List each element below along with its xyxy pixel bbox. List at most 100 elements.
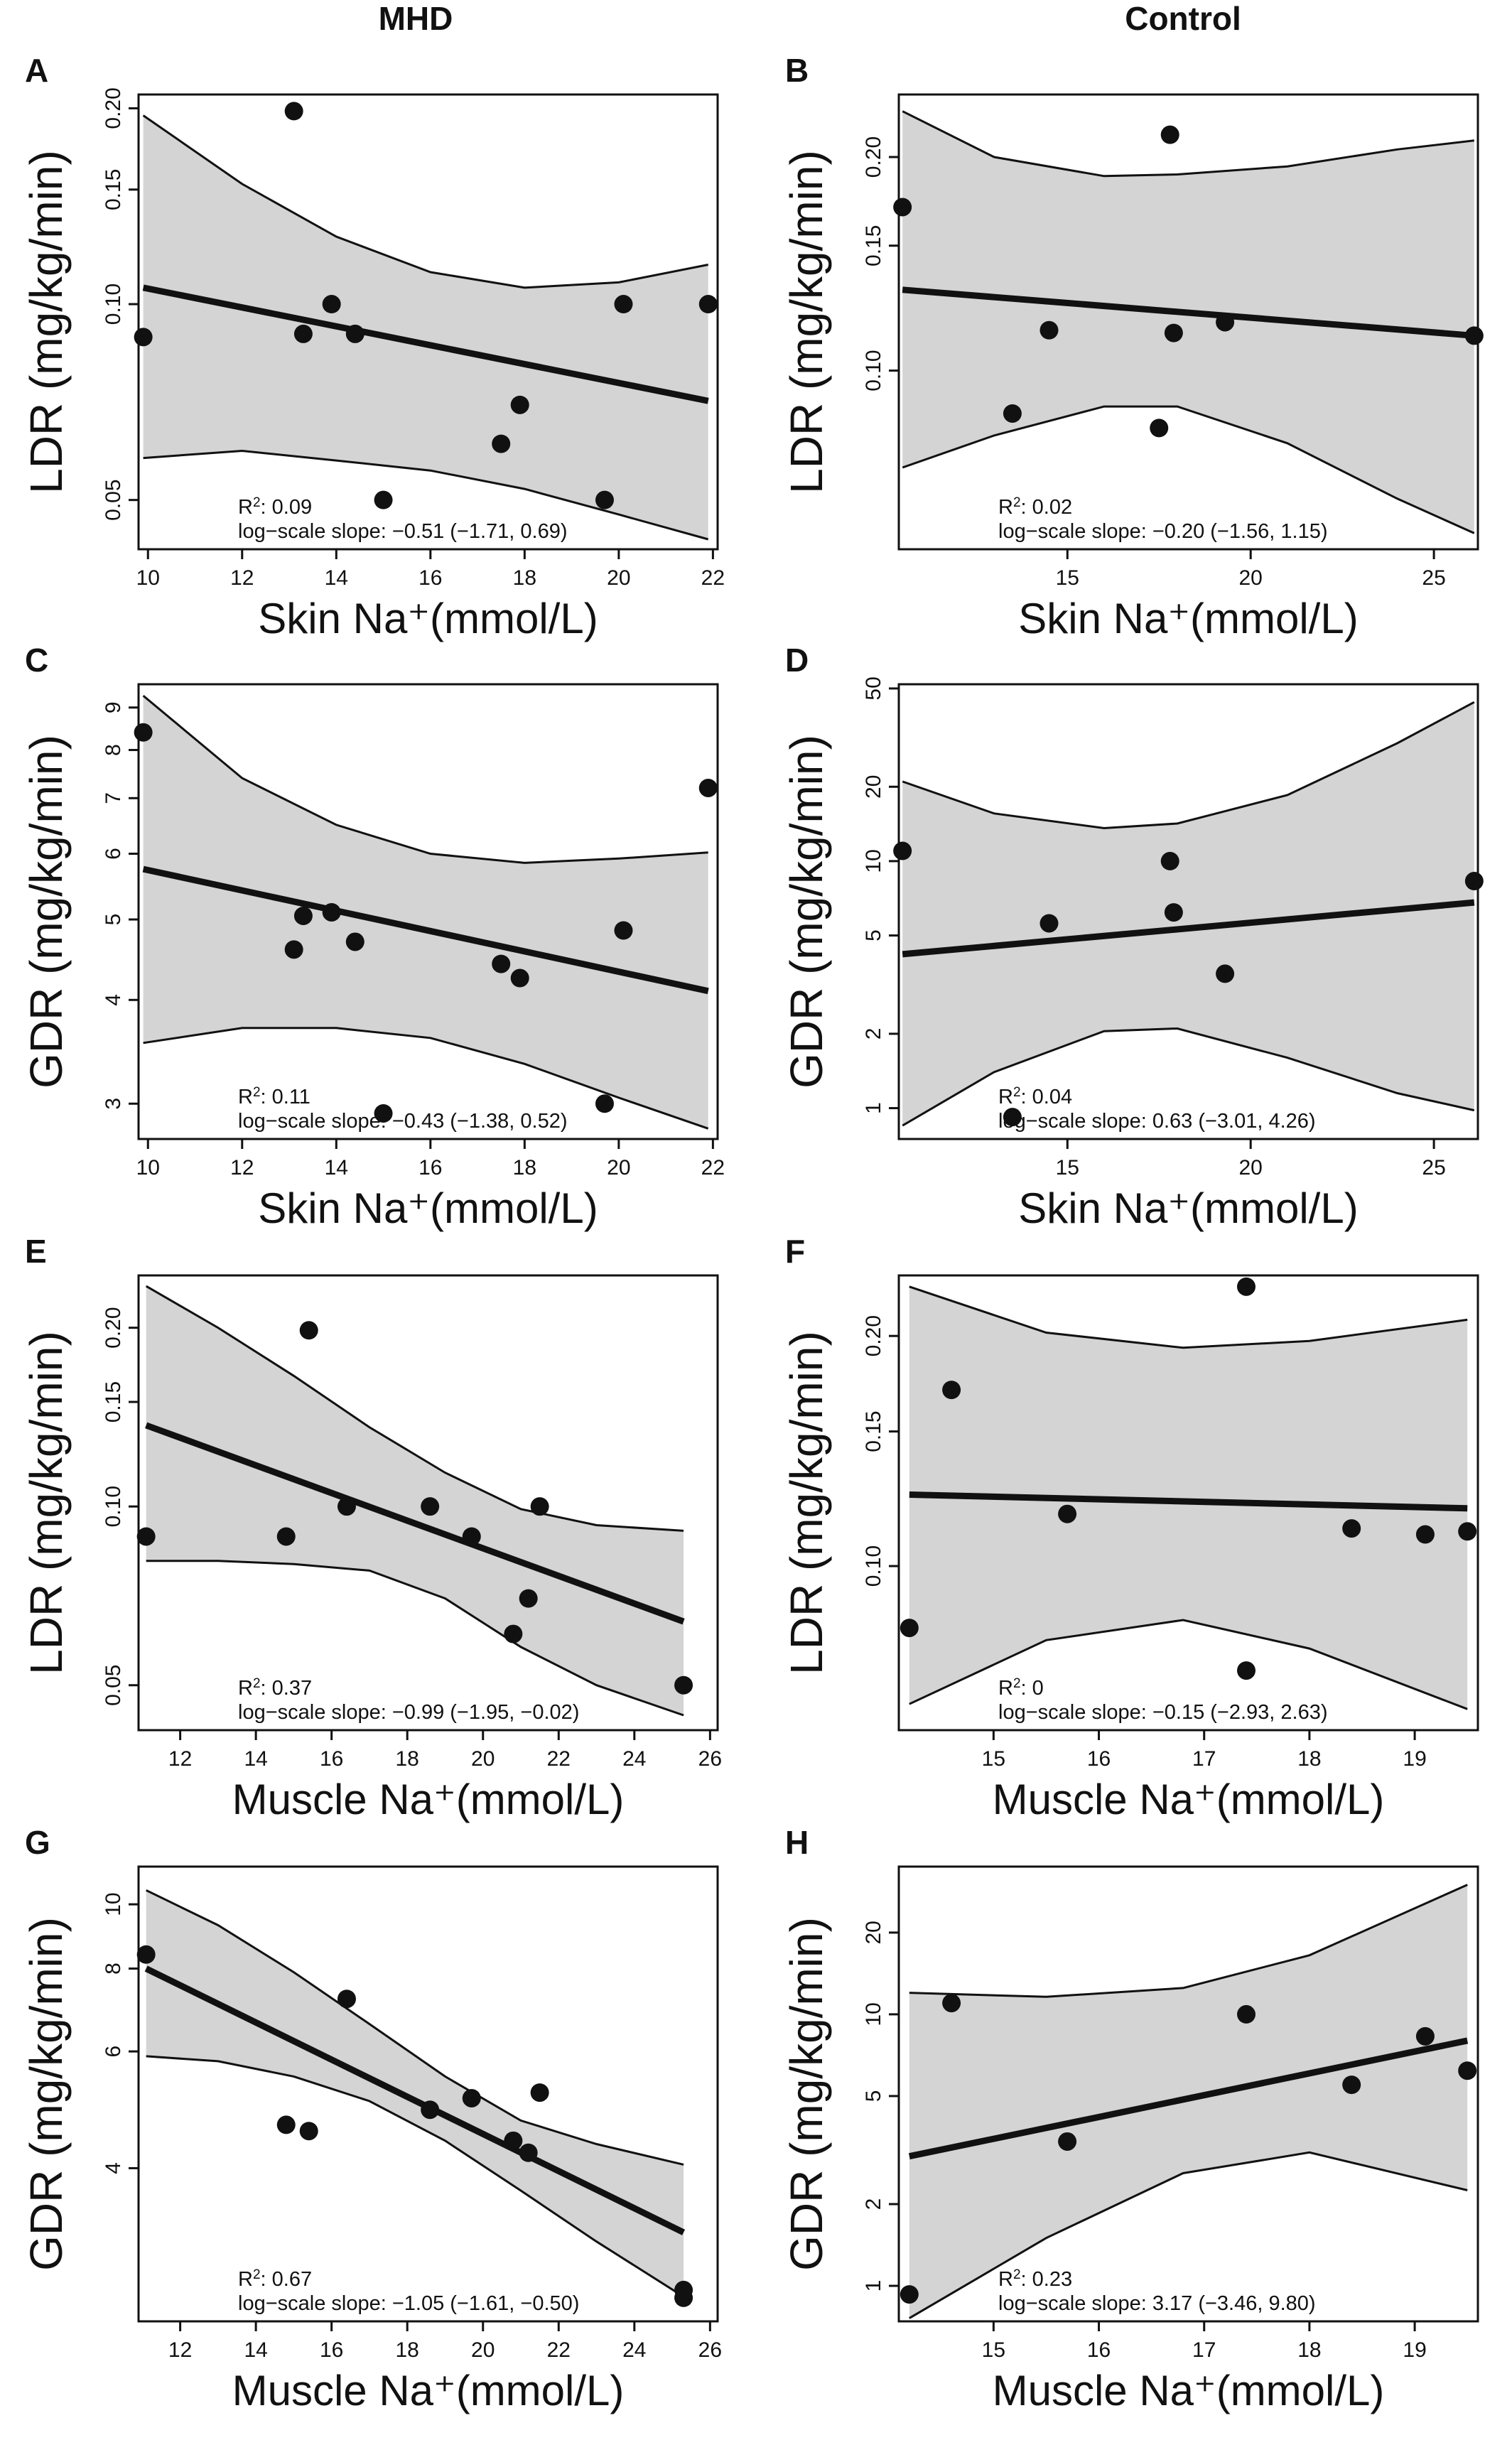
data-point-g-7	[519, 2143, 538, 2162]
x-tick-label-d-0: 15	[1056, 1156, 1079, 1179]
r2-value-d: : 0.04	[1021, 1086, 1073, 1108]
y-tick-label-c-4: 7	[102, 792, 125, 804]
ci-upper-line-g	[146, 1889, 684, 2166]
r2-value-b: : 0.02	[1021, 496, 1073, 519]
data-point-c-6	[492, 954, 511, 973]
x-tick-label-g-7: 26	[698, 2338, 722, 2362]
x-tick-label-g-2: 16	[320, 2338, 343, 2362]
r2-symbol-b: R	[998, 496, 1013, 519]
confidence-band-a	[143, 115, 708, 539]
x-tick-label-g-3: 18	[396, 2338, 419, 2362]
column-title-mhd: MHD	[379, 0, 453, 37]
data-point-h-6	[1458, 2061, 1477, 2080]
x-tick-label-e-7: 26	[698, 1747, 722, 1771]
data-point-a-6	[492, 434, 511, 453]
x-tick-label-c-0: 10	[136, 1156, 160, 1179]
y-tick-label-c-3: 6	[102, 848, 125, 860]
data-point-f-5	[1342, 1519, 1361, 1538]
y-tick-label-c-5: 8	[102, 744, 125, 756]
panel-f: F 15 16 17 18 19 0.10 0.15 0.20 Muscle Na⁺(mmol/L…	[781, 1233, 1479, 1823]
data-point-c-4	[345, 932, 364, 951]
x-tick-label-c-1: 12	[230, 1156, 254, 1179]
x-tick-label-h-3: 18	[1297, 2338, 1321, 2362]
x-tick-label-c-6: 22	[701, 1156, 725, 1179]
r2-symbol-h: R	[998, 2268, 1013, 2291]
data-point-d-3	[1160, 851, 1179, 870]
r2-symbol-f: R	[998, 1677, 1013, 1700]
ci-lower-line-e	[146, 1560, 684, 1717]
panel-letter-d: D	[785, 642, 809, 679]
data-point-b-3	[1150, 419, 1169, 438]
ci-upper-line-c	[142, 694, 708, 864]
r2-symbol-g: R	[238, 2268, 253, 2291]
data-point-e-1	[276, 1527, 296, 1546]
data-point-e-2	[299, 1321, 318, 1340]
y-axis-label-c: GDR (mg/kg/min)	[21, 735, 72, 1089]
x-tick-label-e-4: 20	[471, 1747, 495, 1771]
data-point-e-5	[462, 1527, 481, 1546]
r2-value-h: : 0.23	[1021, 2268, 1073, 2291]
data-point-d-1	[1003, 1108, 1022, 1127]
r2-superscript-d: 2	[1013, 1085, 1021, 1100]
panel-letter-h: H	[785, 1824, 809, 1861]
y-axis-label-b: LDR (mg/kg/min)	[781, 150, 832, 494]
data-point-d-2	[1040, 914, 1059, 933]
y-tick-label-c-0: 3	[102, 1098, 125, 1110]
x-axis-label-d: Skin Na⁺(mmol/L)	[1018, 1184, 1358, 1232]
ci-lower-line-c	[143, 1027, 709, 1130]
plot-frame-d	[897, 683, 1479, 1140]
panel-letter-c: C	[25, 642, 48, 679]
x-tick-label-g-0: 12	[168, 2338, 192, 2362]
data-point-h-4	[1342, 2075, 1361, 2095]
data-point-a-0	[134, 328, 153, 347]
x-axis-label-b: Skin Na⁺(mmol/L)	[1018, 595, 1358, 642]
ci-lower-line-b	[902, 405, 1475, 534]
panel-c: C 10 12 14 16 18 20 22 3 4 5 6 7 8 9 Skin Na⁺(mmol/L) GD…	[21, 642, 725, 1232]
ci-upper-line-h	[909, 1884, 1468, 1998]
panel-letter-f: F	[785, 1233, 805, 1270]
plot-frame-a	[137, 93, 719, 551]
data-point-g-2	[299, 2122, 318, 2141]
ci-lower-line-a	[143, 449, 709, 541]
data-point-f-7	[1458, 1522, 1477, 1541]
x-tick-label-g-6: 24	[622, 2338, 646, 2362]
x-tick-label-a-1: 12	[230, 566, 254, 590]
data-point-a-5	[374, 490, 393, 509]
y-axis-label-g: GDR (mg/kg/min)	[21, 1917, 72, 2271]
data-point-c-7	[510, 968, 529, 988]
ci-lower-line-g	[146, 2055, 684, 2298]
r2-symbol-d: R	[998, 1086, 1013, 1108]
x-tick-label-e-2: 16	[320, 1747, 343, 1771]
r2-symbol-c: R	[238, 1086, 253, 1108]
x-axis-label-e: Muscle Na⁺(mmol/L)	[232, 1776, 625, 1823]
y-axis-label-h: GDR (mg/kg/min)	[781, 1917, 832, 2271]
y-axis-label-e: LDR (mg/kg/min)	[21, 1331, 72, 1675]
r2-superscript-h: 2	[1013, 2267, 1021, 2282]
ci-upper-line-f	[909, 1285, 1468, 1349]
data-point-c-5	[374, 1103, 393, 1123]
confidence-band-d	[902, 702, 1474, 1126]
x-tick-label-a-4: 18	[513, 566, 536, 590]
y-tick-label-h-1: 2	[862, 2198, 885, 2210]
x-tick-label-b-2: 25	[1422, 566, 1445, 590]
x-tick-label-h-1: 16	[1087, 2338, 1111, 2362]
x-axis-label-a: Skin Na⁺(mmol/L)	[258, 595, 598, 642]
slope-annotation-h: log−scale slope: 3.17 (−3.46, 9.80)	[998, 2292, 1316, 2315]
ci-lower-line-d	[902, 1027, 1475, 1127]
r2-superscript-c: 2	[253, 1085, 261, 1100]
panel-letter-g: G	[25, 1824, 50, 1861]
confidence-band-f	[909, 1286, 1468, 1710]
plot-frame-c	[137, 683, 719, 1140]
slope-annotation-c: log−scale slope: −0.43 (−1.38, 0.52)	[238, 1110, 568, 1133]
data-point-a-1	[284, 102, 303, 121]
r2-superscript-e: 2	[253, 1676, 261, 1691]
confidence-band-g	[146, 1890, 684, 2297]
y-tick-label-g-1: 6	[102, 2046, 125, 2058]
x-tick-label-a-3: 16	[418, 566, 442, 590]
y-axis-label-f: LDR (mg/kg/min)	[781, 1331, 832, 1675]
y-tick-label-f-2: 0.20	[862, 1315, 885, 1356]
data-point-c-9	[614, 921, 633, 940]
data-point-e-6	[504, 1624, 523, 1643]
